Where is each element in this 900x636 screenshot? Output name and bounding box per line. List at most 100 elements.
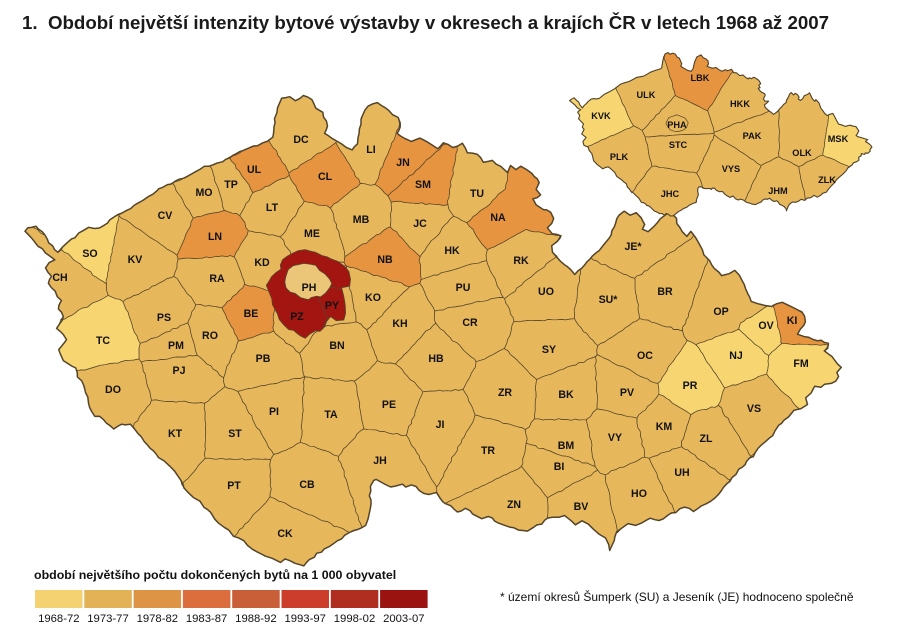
svg-text:FM: FM [793, 358, 808, 370]
svg-text:BV: BV [574, 501, 589, 513]
svg-text:RA: RA [209, 273, 225, 285]
svg-text:KD: KD [254, 257, 270, 269]
svg-text:CL: CL [318, 171, 333, 183]
svg-text:PU: PU [456, 282, 471, 294]
svg-text:KT: KT [168, 428, 183, 440]
svg-text:JH: JH [373, 455, 387, 467]
svg-text:PR: PR [683, 380, 698, 392]
svg-text:MB: MB [353, 214, 370, 226]
svg-text:SU*: SU* [599, 294, 619, 306]
svg-text:OC: OC [637, 350, 653, 362]
svg-text:TR: TR [481, 445, 495, 457]
svg-text:BK: BK [558, 389, 574, 401]
svg-text:STC: STC [669, 140, 688, 150]
svg-text:LN: LN [208, 231, 222, 243]
svg-text:OP: OP [713, 306, 728, 318]
svg-text:MSK: MSK [828, 134, 849, 144]
svg-text:ZLK: ZLK [818, 175, 836, 185]
svg-text:ZR: ZR [498, 387, 512, 399]
svg-text:BN: BN [329, 340, 344, 352]
svg-text:1973-77: 1973-77 [87, 613, 128, 625]
svg-text:ST: ST [228, 428, 242, 440]
svg-text:LI: LI [366, 144, 375, 156]
svg-text:ME: ME [304, 228, 320, 240]
svg-text:JI: JI [436, 419, 445, 431]
svg-text:BI: BI [554, 461, 565, 473]
svg-text:LBK: LBK [691, 73, 710, 83]
svg-text:PV: PV [620, 387, 634, 399]
svg-text:1988-92: 1988-92 [235, 613, 276, 625]
svg-text:2003-07: 2003-07 [383, 613, 424, 625]
svg-text:VY: VY [608, 432, 622, 444]
svg-text:* území okresů Šumperk (SU) a: * území okresů Šumperk (SU) a Jeseník (J… [500, 589, 854, 604]
svg-text:KVK: KVK [591, 111, 611, 121]
svg-text:NA: NA [490, 212, 506, 224]
svg-text:období největšího počtu dokonč: období největšího počtu dokončených bytů… [34, 568, 396, 582]
svg-text:PM: PM [168, 340, 184, 352]
svg-text:ZN: ZN [507, 499, 521, 511]
svg-text:DO: DO [105, 384, 121, 396]
svg-text:UO: UO [538, 286, 554, 298]
svg-text:PI: PI [269, 406, 279, 418]
svg-text:SO: SO [82, 248, 97, 260]
svg-text:HK: HK [444, 245, 460, 257]
svg-text:RO: RO [202, 330, 218, 342]
svg-text:CR: CR [462, 317, 478, 329]
svg-text:1978-82: 1978-82 [137, 613, 178, 625]
svg-text:OV: OV [758, 320, 773, 332]
svg-text:JC: JC [413, 218, 427, 230]
svg-text:JHM: JHM [768, 186, 788, 196]
svg-text:NB: NB [377, 254, 393, 266]
svg-text:CH: CH [52, 272, 67, 284]
svg-text:PJ: PJ [173, 365, 186, 377]
svg-text:CV: CV [158, 210, 173, 222]
svg-text:DC: DC [293, 134, 309, 146]
svg-text:PLK: PLK [610, 152, 629, 162]
svg-text:CK: CK [277, 528, 293, 540]
svg-text:JE*: JE* [624, 241, 642, 253]
svg-text:PH: PH [302, 282, 317, 294]
svg-text:SM: SM [415, 179, 431, 191]
svg-text:CB: CB [299, 479, 315, 491]
svg-text:TU: TU [470, 188, 484, 200]
svg-text:KM: KM [656, 421, 673, 433]
svg-text:ZL: ZL [700, 433, 713, 445]
svg-text:BR: BR [657, 286, 673, 298]
svg-text:LT: LT [266, 202, 279, 214]
svg-text:TA: TA [324, 409, 338, 421]
svg-text:HO: HO [631, 488, 647, 500]
svg-text:PS: PS [157, 312, 171, 324]
svg-text:SY: SY [542, 344, 556, 356]
svg-text:PY: PY [325, 300, 339, 312]
svg-text:HB: HB [428, 353, 444, 365]
svg-text:PT: PT [227, 480, 241, 492]
svg-text:UH: UH [674, 467, 689, 479]
svg-text:HKK: HKK [730, 99, 750, 109]
svg-text:BM: BM [558, 440, 575, 452]
svg-text:TP: TP [224, 179, 238, 191]
svg-text:OLK: OLK [792, 148, 812, 158]
svg-text:PAK: PAK [743, 131, 762, 141]
svg-text:PZ: PZ [290, 311, 304, 323]
svg-text:PB: PB [256, 353, 271, 365]
svg-text:PHA: PHA [667, 120, 687, 130]
svg-text:1968-72: 1968-72 [38, 613, 79, 625]
svg-text:1998-02: 1998-02 [334, 613, 375, 625]
svg-text:1993-97: 1993-97 [284, 613, 325, 625]
svg-text:RK: RK [513, 255, 529, 267]
svg-text:JN: JN [396, 157, 410, 169]
svg-text:1983-87: 1983-87 [186, 613, 227, 625]
svg-text:ULK: ULK [637, 90, 656, 100]
svg-text:KH: KH [392, 318, 407, 330]
svg-text:BE: BE [244, 308, 259, 320]
svg-text:PE: PE [382, 399, 396, 411]
svg-text:VS: VS [747, 403, 761, 415]
svg-text:NJ: NJ [729, 350, 743, 362]
svg-text:TC: TC [96, 335, 110, 347]
svg-text:1. Období největší intenzity: 1. Období největší intenzity bytové výst… [22, 12, 829, 33]
svg-text:UL: UL [247, 164, 262, 176]
svg-text:KO: KO [365, 292, 381, 304]
svg-text:KV: KV [128, 254, 143, 266]
svg-text:MO: MO [195, 187, 212, 199]
svg-text:VYS: VYS [722, 164, 740, 174]
